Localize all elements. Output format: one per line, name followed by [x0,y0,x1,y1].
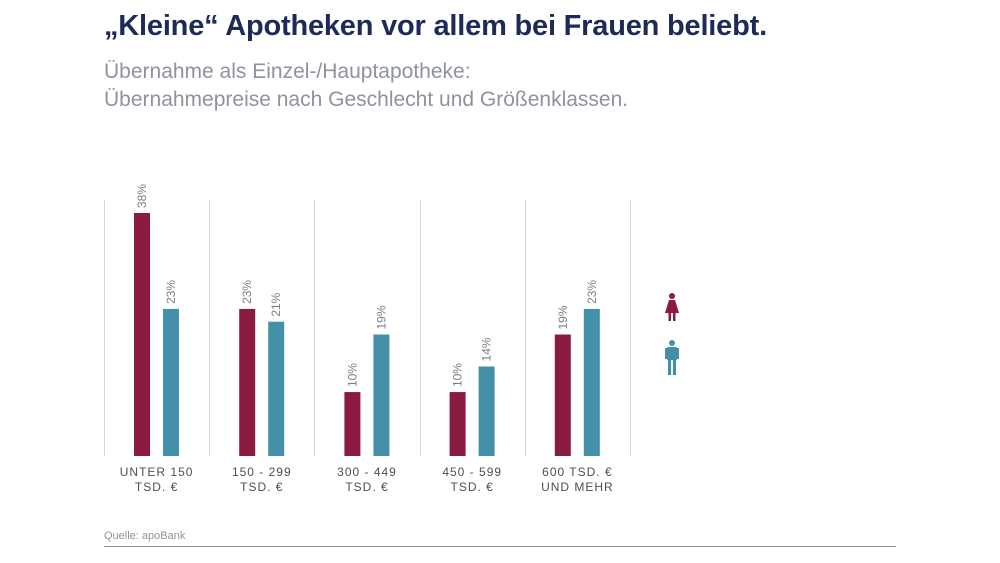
category-label: 450 - 599 [442,465,502,479]
data-label: 10% [345,363,359,387]
data-label: 23% [240,280,254,304]
data-label: 21% [269,292,283,316]
bar-female [554,334,571,456]
category-label: UND MEHR [541,480,614,494]
data-label: 14% [480,337,494,361]
male-icon-head [669,340,675,346]
data-label: 10% [451,363,465,387]
subtitle-line-2: Übernahmepreise nach Geschlecht und Größ… [104,88,629,111]
bar-male [478,366,495,456]
female-icon-head [669,293,675,299]
source-note: Quelle: apoBank [104,530,186,542]
category-label: 600 TSD. € [542,465,612,479]
footer-divider [104,546,896,547]
data-label: 19% [374,305,388,329]
data-label: 23% [585,280,599,304]
category-label: TSD. € [345,480,388,494]
category-label: TSD. € [135,480,178,494]
male-icon-arm [677,348,679,359]
data-label: 19% [556,305,570,329]
chart-title: „Kleine“ Apotheken vor allem bei Frauen … [104,10,767,42]
bar-male [583,308,600,456]
bar-male [373,334,390,456]
category-label: 150 - 299 [232,465,292,479]
female-icon [665,293,679,321]
male-icon-body [667,347,677,360]
category-label: 300 - 449 [337,465,397,479]
bar-male [163,308,179,456]
male-icon [665,340,679,375]
male-icon-leg [673,360,676,375]
bar-female [449,392,466,456]
bar-female [344,392,361,456]
data-label: 38% [135,184,149,208]
bar-male [268,321,285,456]
subtitle-line-1: Übernahme als Einzel-/Hauptapotheke: [104,60,471,83]
female-icon-leg [668,313,671,321]
category-label: UNTER 150 [120,465,194,479]
male-icon-leg [668,360,671,375]
category-label: TSD. € [451,480,494,494]
data-label: 23% [164,280,178,304]
male-icon-arm [665,348,667,359]
female-icon-body [665,300,679,313]
bar-female [134,213,150,456]
female-icon-leg [673,313,676,321]
bar-female [239,308,256,456]
chart-subtitle: Übernahme als Einzel-/Hauptapotheke: Übe… [104,58,628,114]
category-label: TSD. € [240,480,283,494]
